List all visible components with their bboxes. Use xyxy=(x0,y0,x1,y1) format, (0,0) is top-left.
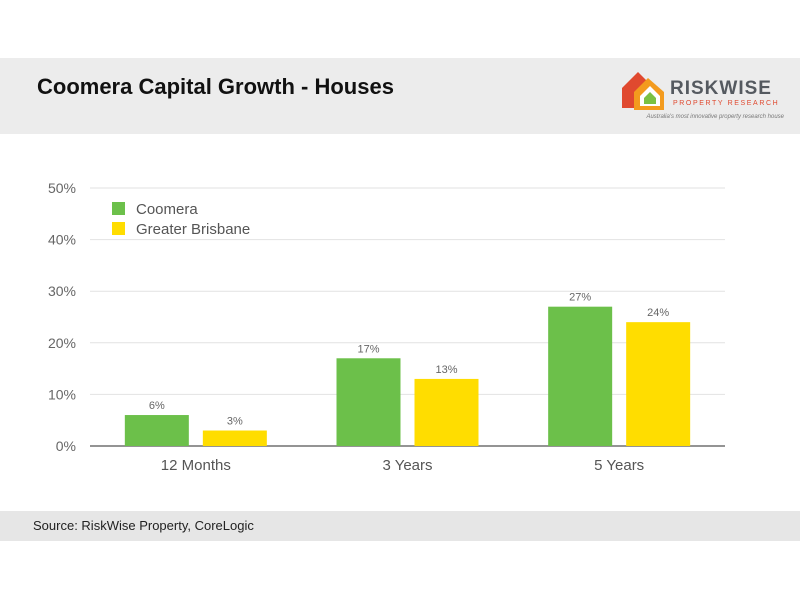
bar xyxy=(548,306,613,446)
x-tick-label: 12 Months xyxy=(161,457,231,474)
x-tick-label: 5 Years xyxy=(594,457,644,474)
data-label: 3% xyxy=(227,416,243,428)
logo-subtitle: PROPERTY RESEARCH xyxy=(673,100,780,107)
logo: RISKWISE PROPERTY RESEARCH Australia's m… xyxy=(620,66,790,128)
bar xyxy=(336,358,401,446)
bar xyxy=(202,430,267,446)
bar-chart: 0% 10% 20% 30% 40% 50% 6% 3% 12 Months 17% 13% 3 Ye… xyxy=(48,180,725,474)
x-tick-label: 3 Years xyxy=(382,457,432,474)
bar xyxy=(124,415,189,446)
y-tick-label: 30% xyxy=(48,283,76,299)
logo-name: RISKWISE xyxy=(670,78,772,99)
y-tick-label: 40% xyxy=(48,232,76,248)
bar xyxy=(626,322,691,446)
logo-tagline: Australia's most innovative property res… xyxy=(646,114,784,120)
legend-swatch xyxy=(112,222,125,235)
house-logo-icon xyxy=(622,72,664,110)
y-tick-label: 20% xyxy=(48,335,76,351)
footer-band: Source: RiskWise Property, CoreLogic xyxy=(0,511,800,541)
y-tick-label: 50% xyxy=(48,180,76,196)
data-label: 13% xyxy=(435,364,457,376)
legend-label: Coomera xyxy=(136,201,198,218)
data-label: 27% xyxy=(569,292,591,304)
data-label: 17% xyxy=(357,343,379,355)
data-label: 24% xyxy=(647,307,669,319)
y-tick-label: 10% xyxy=(48,386,76,402)
legend-swatch xyxy=(112,202,125,215)
y-tick-label: 0% xyxy=(56,438,76,454)
legend-label: Greater Brisbane xyxy=(136,221,250,238)
header-band: Coomera Capital Growth - Houses RISKWISE… xyxy=(0,58,800,134)
bar xyxy=(414,378,479,446)
data-label: 6% xyxy=(149,400,165,412)
chart-title: Coomera Capital Growth - Houses xyxy=(37,74,394,99)
source-note: Source: RiskWise Property, CoreLogic xyxy=(33,518,254,533)
